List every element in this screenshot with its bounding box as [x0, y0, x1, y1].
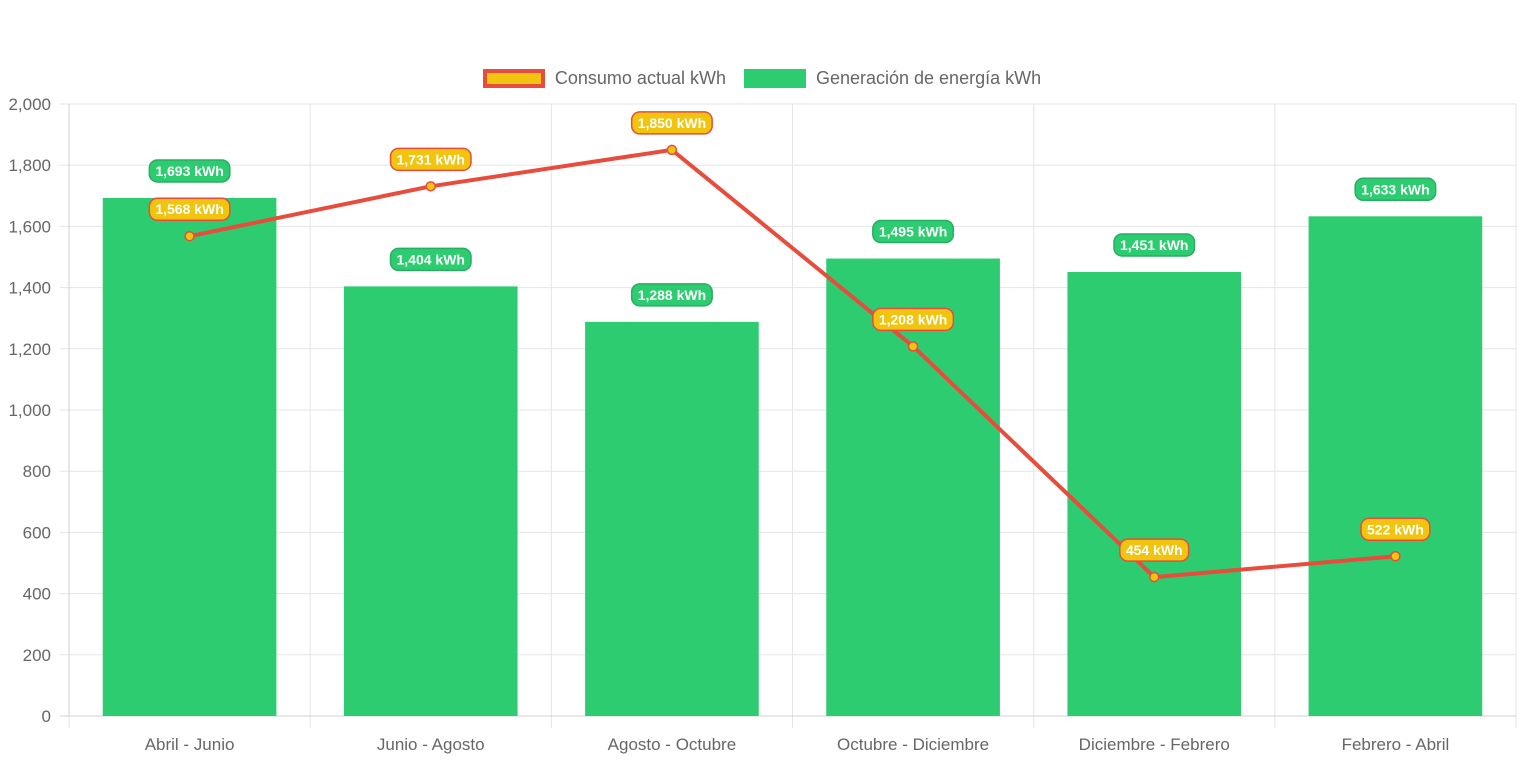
- y-tick-label: 1,800: [8, 156, 51, 175]
- y-tick-label: 600: [23, 523, 51, 542]
- x-tick-label: Octubre - Diciembre: [837, 735, 989, 754]
- bar-data-label: 1,633 kWh: [1361, 181, 1429, 197]
- line-data-label: 454 kWh: [1126, 542, 1183, 558]
- bar-generacion: [343, 286, 518, 716]
- point-consumo: [1390, 551, 1401, 562]
- line-data-label-box: [1360, 517, 1431, 542]
- line-data-label: 1,731 kWh: [397, 151, 465, 167]
- line-data-label-box: [872, 307, 955, 332]
- line-data-label: 1,850 kWh: [638, 115, 706, 131]
- point-consumo: [666, 144, 678, 156]
- line-data-label-box: [389, 147, 472, 172]
- y-tick-label: 1,400: [8, 279, 51, 298]
- legend-item-consumo[interactable]: Consumo actual kWh: [482, 67, 726, 89]
- bar-data-label-box: [1354, 177, 1437, 202]
- bar-data-label: 1,288 kWh: [638, 287, 706, 303]
- y-tick-label: 2,000: [8, 95, 51, 114]
- bar-data-label: 1,404 kWh: [397, 251, 465, 267]
- y-tick-label: 800: [23, 462, 51, 481]
- line-consumo: [189, 147, 1396, 580]
- x-tick-label: Junio - Agosto: [377, 735, 485, 754]
- x-tick-label: Febrero - Abril: [1342, 735, 1450, 754]
- legend-swatch-consumo: [482, 68, 545, 88]
- x-tick-label: Diciembre - Febrero: [1079, 735, 1230, 754]
- legend-label-consumo: Consumo actual kWh: [554, 67, 726, 88]
- line-data-label-box: [1119, 538, 1190, 562]
- bar-generacion: [1067, 271, 1242, 716]
- point-consumo: [184, 230, 195, 242]
- bar-data-label: 1,451 kWh: [1120, 237, 1188, 253]
- y-tick-label: 200: [23, 646, 51, 665]
- legend-label-generacion: Generación de energía kWh: [815, 67, 1042, 88]
- y-tick-label: 1,000: [8, 401, 51, 420]
- bar-data-label-box: [872, 219, 955, 244]
- point-consumo: [1149, 571, 1160, 583]
- bar-generacion: [102, 197, 277, 716]
- bar-data-label: 1,495 kWh: [879, 224, 947, 240]
- line-data-label: 522 kWh: [1367, 521, 1424, 537]
- x-tick-label: Agosto - Octubre: [608, 735, 737, 754]
- bar-generacion: [1308, 216, 1483, 716]
- line-data-label: 1,208 kWh: [879, 311, 947, 327]
- bar-data-label: 1,693 kWh: [155, 163, 223, 179]
- bar-data-label-box: [1113, 233, 1196, 257]
- y-tick-label: 1,600: [8, 217, 51, 236]
- bar-generacion: [585, 321, 759, 716]
- legend-item-generacion[interactable]: Generación de energía kWh: [743, 67, 1042, 89]
- bar-data-label-box: [630, 283, 713, 307]
- bar-generacion: [826, 258, 1000, 716]
- line-data-label: 1,568 kWh: [155, 201, 223, 217]
- line-data-label-box: [148, 197, 231, 221]
- y-tick-label: 0: [42, 707, 51, 726]
- legend-swatch-generacion: [743, 68, 806, 88]
- chart-legend: Consumo actual kWh Generación de energía…: [0, 64, 1524, 92]
- bar-data-label-box: [148, 159, 231, 183]
- point-consumo: [425, 181, 436, 192]
- y-tick-label: 1,200: [8, 340, 51, 359]
- point-consumo: [907, 341, 919, 352]
- y-tick-label: 400: [23, 585, 51, 604]
- bar-data-label-box: [389, 247, 472, 272]
- line-data-label-box: [630, 111, 713, 135]
- x-tick-label: Abril - Junio: [145, 735, 235, 754]
